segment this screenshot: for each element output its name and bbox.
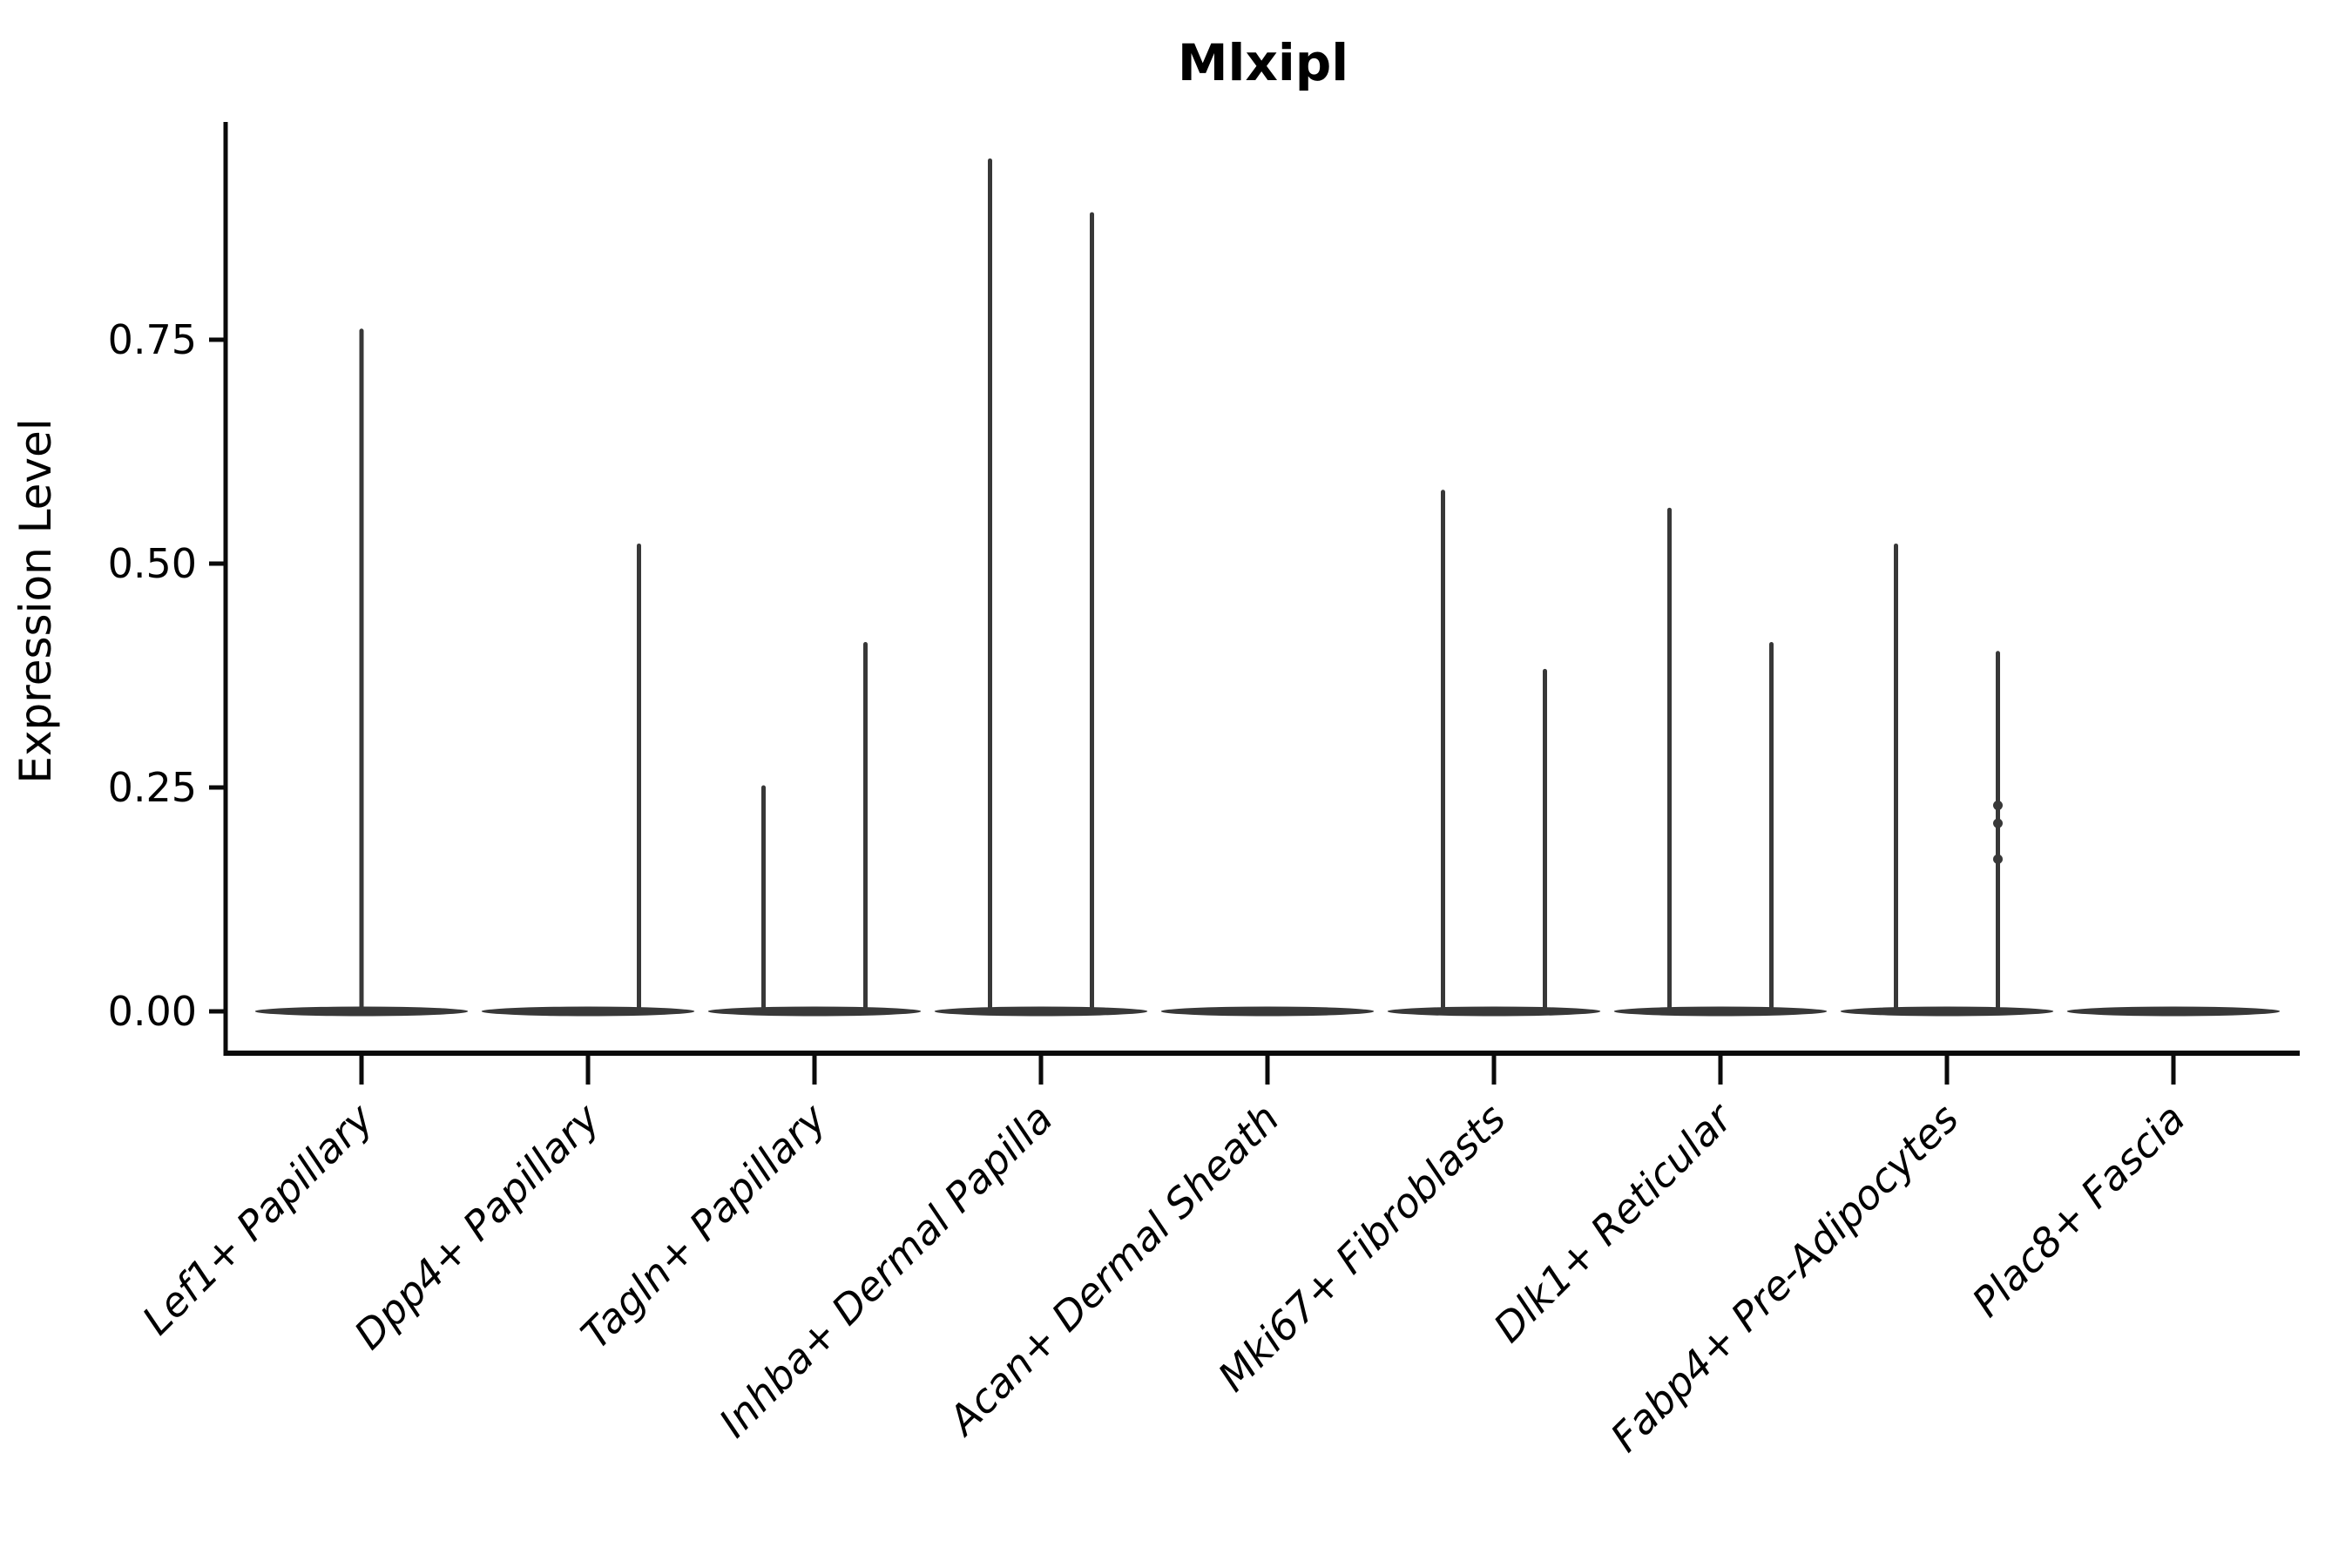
expression-point: [1993, 854, 2003, 864]
violin-body: [1160, 1006, 1375, 1017]
violin-body: [1387, 1006, 1601, 1017]
x-tick-label: Tagln+ Papillary: [571, 1094, 835, 1358]
y-tick-label: 0.50: [108, 540, 197, 587]
x-tick-label: Lef1+ Papillary: [133, 1094, 382, 1343]
violin-body: [2066, 1006, 2281, 1017]
violin-body: [1840, 1006, 2054, 1017]
expression-point: [1993, 801, 2003, 811]
violins-layer: [254, 158, 2281, 1017]
x-tick-label: Dpp4+ Papillary: [345, 1094, 609, 1358]
violin-body: [1613, 1006, 1828, 1017]
violin-body: [934, 1006, 1148, 1017]
x-tick-label: Plac8+ Fascia: [1963, 1095, 2193, 1326]
y-tick-label: 0.25: [108, 764, 197, 811]
chart-title: Mlxipl: [1178, 33, 1348, 92]
y-tick-label: 0.75: [108, 316, 197, 363]
y-tick-label: 0.00: [108, 988, 197, 1035]
violin-body: [481, 1006, 695, 1017]
x-tick-label: Dlk1+ Reticular: [1484, 1092, 1743, 1351]
violin-body: [707, 1006, 922, 1017]
y-axis-label: Expression Level: [10, 418, 61, 783]
expression-point: [1993, 818, 2003, 828]
